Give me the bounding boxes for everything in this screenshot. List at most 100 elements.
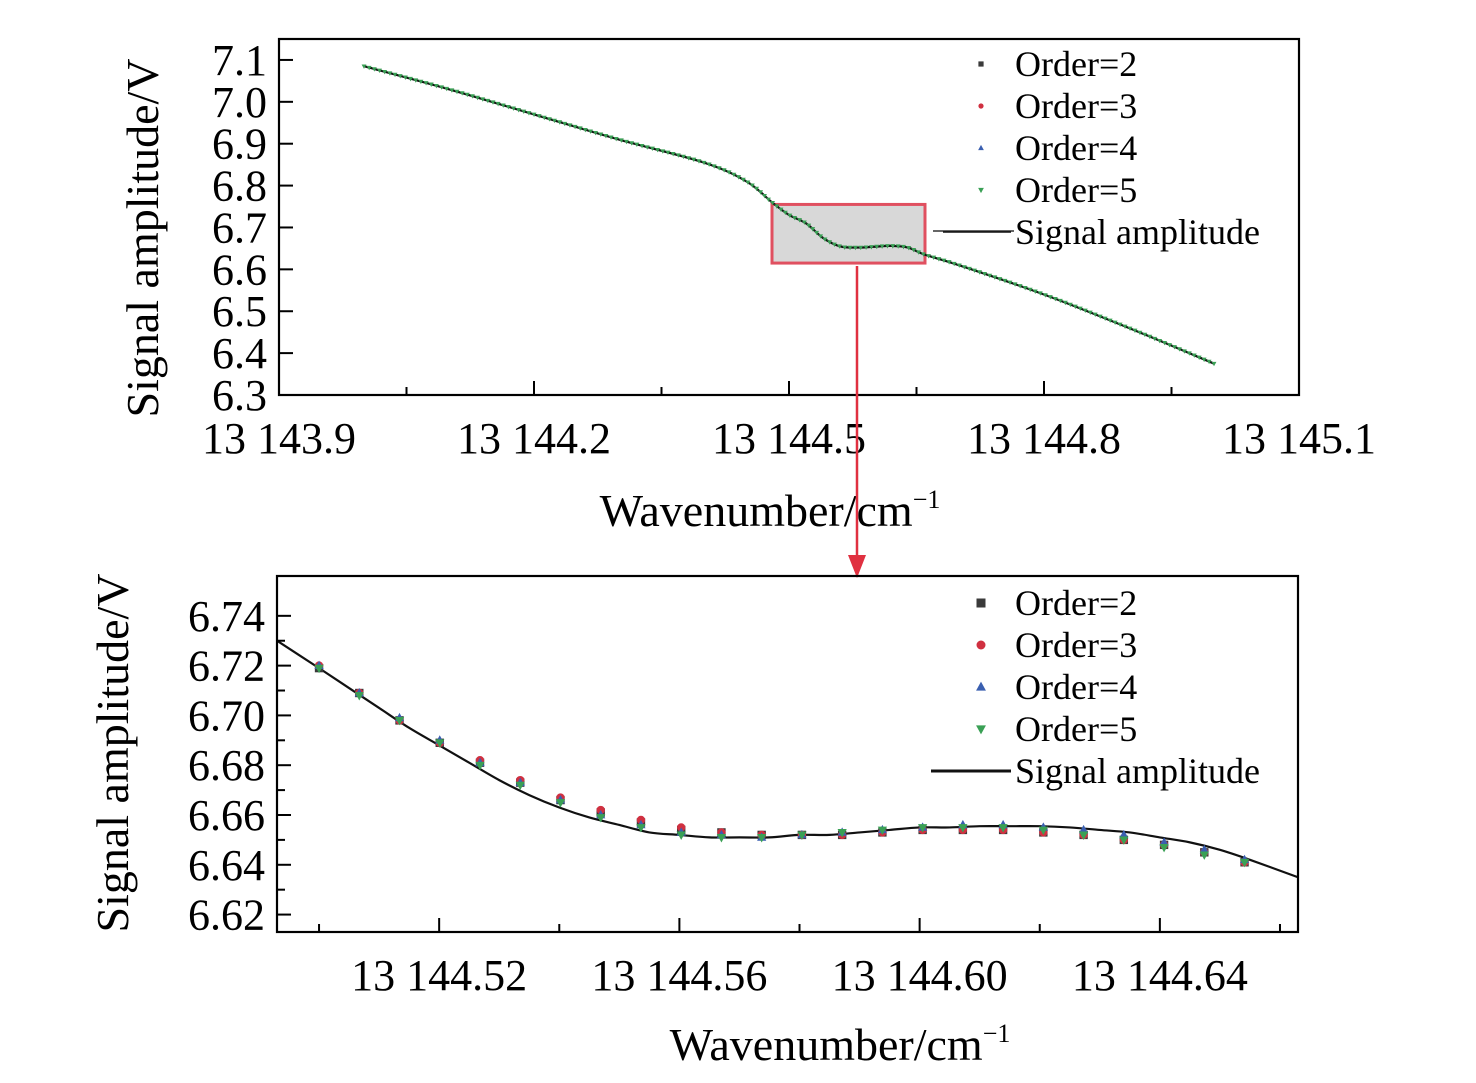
x-tick-label: 13 144.5: [712, 414, 866, 463]
data-point-order5: [603, 134, 609, 139]
data-point-order5: [801, 220, 807, 225]
data-point-order5: [911, 247, 917, 253]
x-tick-label: 13 144.64: [1072, 951, 1248, 1000]
legend-marker: [978, 144, 984, 151]
data-point-order5: [956, 263, 962, 268]
data-point-order5: [511, 106, 516, 111]
zoomed-chart: 13 144.52 13 144.56 13 144.60 13 144.64 6.62…: [87, 573, 1300, 1070]
data-point-order5: [961, 265, 967, 270]
data-point-order5: [454, 89, 460, 95]
data-point-order5: [792, 216, 798, 221]
zoom-arrow-head: [848, 555, 866, 578]
data-point-order5: [552, 118, 557, 124]
data-point-order5: [1117, 322, 1123, 328]
data-point-order5: [515, 781, 525, 791]
legend-marker: [978, 61, 984, 67]
data-point-order5: [877, 826, 888, 835]
data-point-order5: [459, 91, 465, 96]
data-point-order5: [521, 109, 527, 114]
data-point-order5: [837, 829, 847, 838]
data-point-order5: [649, 146, 655, 152]
y-axis-label: Signal amplitude/V: [117, 58, 168, 417]
legend-label: Order=5: [1015, 170, 1137, 210]
y-tick-label: 6.64: [188, 841, 265, 890]
legend-item: Order=3: [976, 625, 1137, 665]
x-axis-label: Wavenumber/cm−1: [600, 485, 941, 536]
data-point-order5: [1137, 330, 1143, 336]
x-tick-label: 13 143.9: [202, 414, 356, 463]
legend-marker: [976, 681, 986, 691]
x-tick-label: 13 144.60: [832, 951, 1008, 1000]
data-point-order5: [490, 100, 496, 105]
data-point-order5: [972, 268, 977, 273]
data-point-order5: [982, 272, 988, 277]
data-point-order5: [644, 145, 650, 150]
data-point-order5: [397, 74, 403, 79]
data-point-order5: [634, 142, 640, 148]
data-point-order5: [951, 261, 957, 267]
data-point-order5: [371, 67, 377, 72]
data-point-order5: [946, 260, 952, 265]
legend-marker: [976, 640, 986, 650]
data-point-order5: [392, 72, 398, 78]
data-point-order5: [987, 273, 993, 279]
data-point-order5: [967, 266, 972, 272]
x-axis-label: Wavenumber/cm−1: [670, 1019, 1011, 1070]
data-point-order5: [745, 180, 751, 185]
data-point-order5: [1067, 302, 1073, 308]
data-point-order5: [1181, 349, 1187, 354]
legend-label: Order=4: [1015, 128, 1137, 168]
data-point-order5: [608, 135, 614, 140]
data-point-order5: [361, 64, 367, 69]
data-point-order5: [890, 244, 896, 249]
data-point-order5: [1201, 357, 1207, 363]
data-point-order5: [423, 81, 429, 86]
y-tick-label: 6.62: [188, 891, 265, 940]
data-point-order5: [636, 824, 646, 833]
data-point-order5: [475, 761, 485, 771]
data-point-order5: [863, 245, 869, 250]
data-point-order4: [1199, 844, 1209, 854]
x-tick-label: 13 144.8: [967, 414, 1121, 463]
data-point-order5: [449, 88, 455, 93]
data-point-order5: [408, 76, 413, 82]
data-point-order5: [500, 103, 506, 108]
data-point-order5: [557, 120, 563, 125]
data-point-order5: [1119, 836, 1129, 845]
data-point-order5: [354, 692, 364, 701]
legend-item: Order=5: [978, 170, 1137, 210]
data-point-order5: [1038, 826, 1048, 835]
data-point-order5: [1072, 304, 1078, 310]
data-point-order5: [1032, 289, 1038, 294]
data-point-order5: [858, 245, 864, 251]
data-point-order5: [885, 244, 890, 249]
data-point-order5: [598, 132, 604, 137]
data-point-order5: [402, 75, 408, 80]
data-point-order5: [1177, 347, 1182, 352]
data-point-order5: [1152, 336, 1158, 342]
data-point-order5: [505, 104, 511, 110]
data-point-order5: [797, 218, 803, 223]
data-point-order5: [847, 245, 853, 251]
data-point-order5: [681, 154, 686, 160]
data-point-order5: [879, 244, 885, 249]
data-point-order5: [1167, 343, 1173, 348]
data-point-order5: [686, 156, 692, 161]
data-point-order5: [736, 175, 742, 180]
data-point-order5: [418, 79, 424, 85]
data-point-order5: [613, 136, 619, 142]
y-tick-label: 6.7: [212, 203, 267, 252]
data-point-order5: [1052, 296, 1058, 302]
legend-item: Order=2: [978, 44, 1137, 84]
data-point-order5: [814, 230, 820, 236]
legend-label: Order=2: [1015, 583, 1137, 623]
data-point-order5: [536, 114, 542, 119]
data-point-order5: [567, 123, 573, 128]
data-point-order5: [1159, 843, 1169, 853]
data-point-order5: [797, 831, 807, 840]
data-point-order5: [1087, 310, 1093, 315]
data-point-order4: [1119, 829, 1129, 839]
data-point-order5: [435, 739, 445, 748]
data-point-order5: [676, 831, 686, 840]
data-point-order4: [1078, 824, 1089, 834]
